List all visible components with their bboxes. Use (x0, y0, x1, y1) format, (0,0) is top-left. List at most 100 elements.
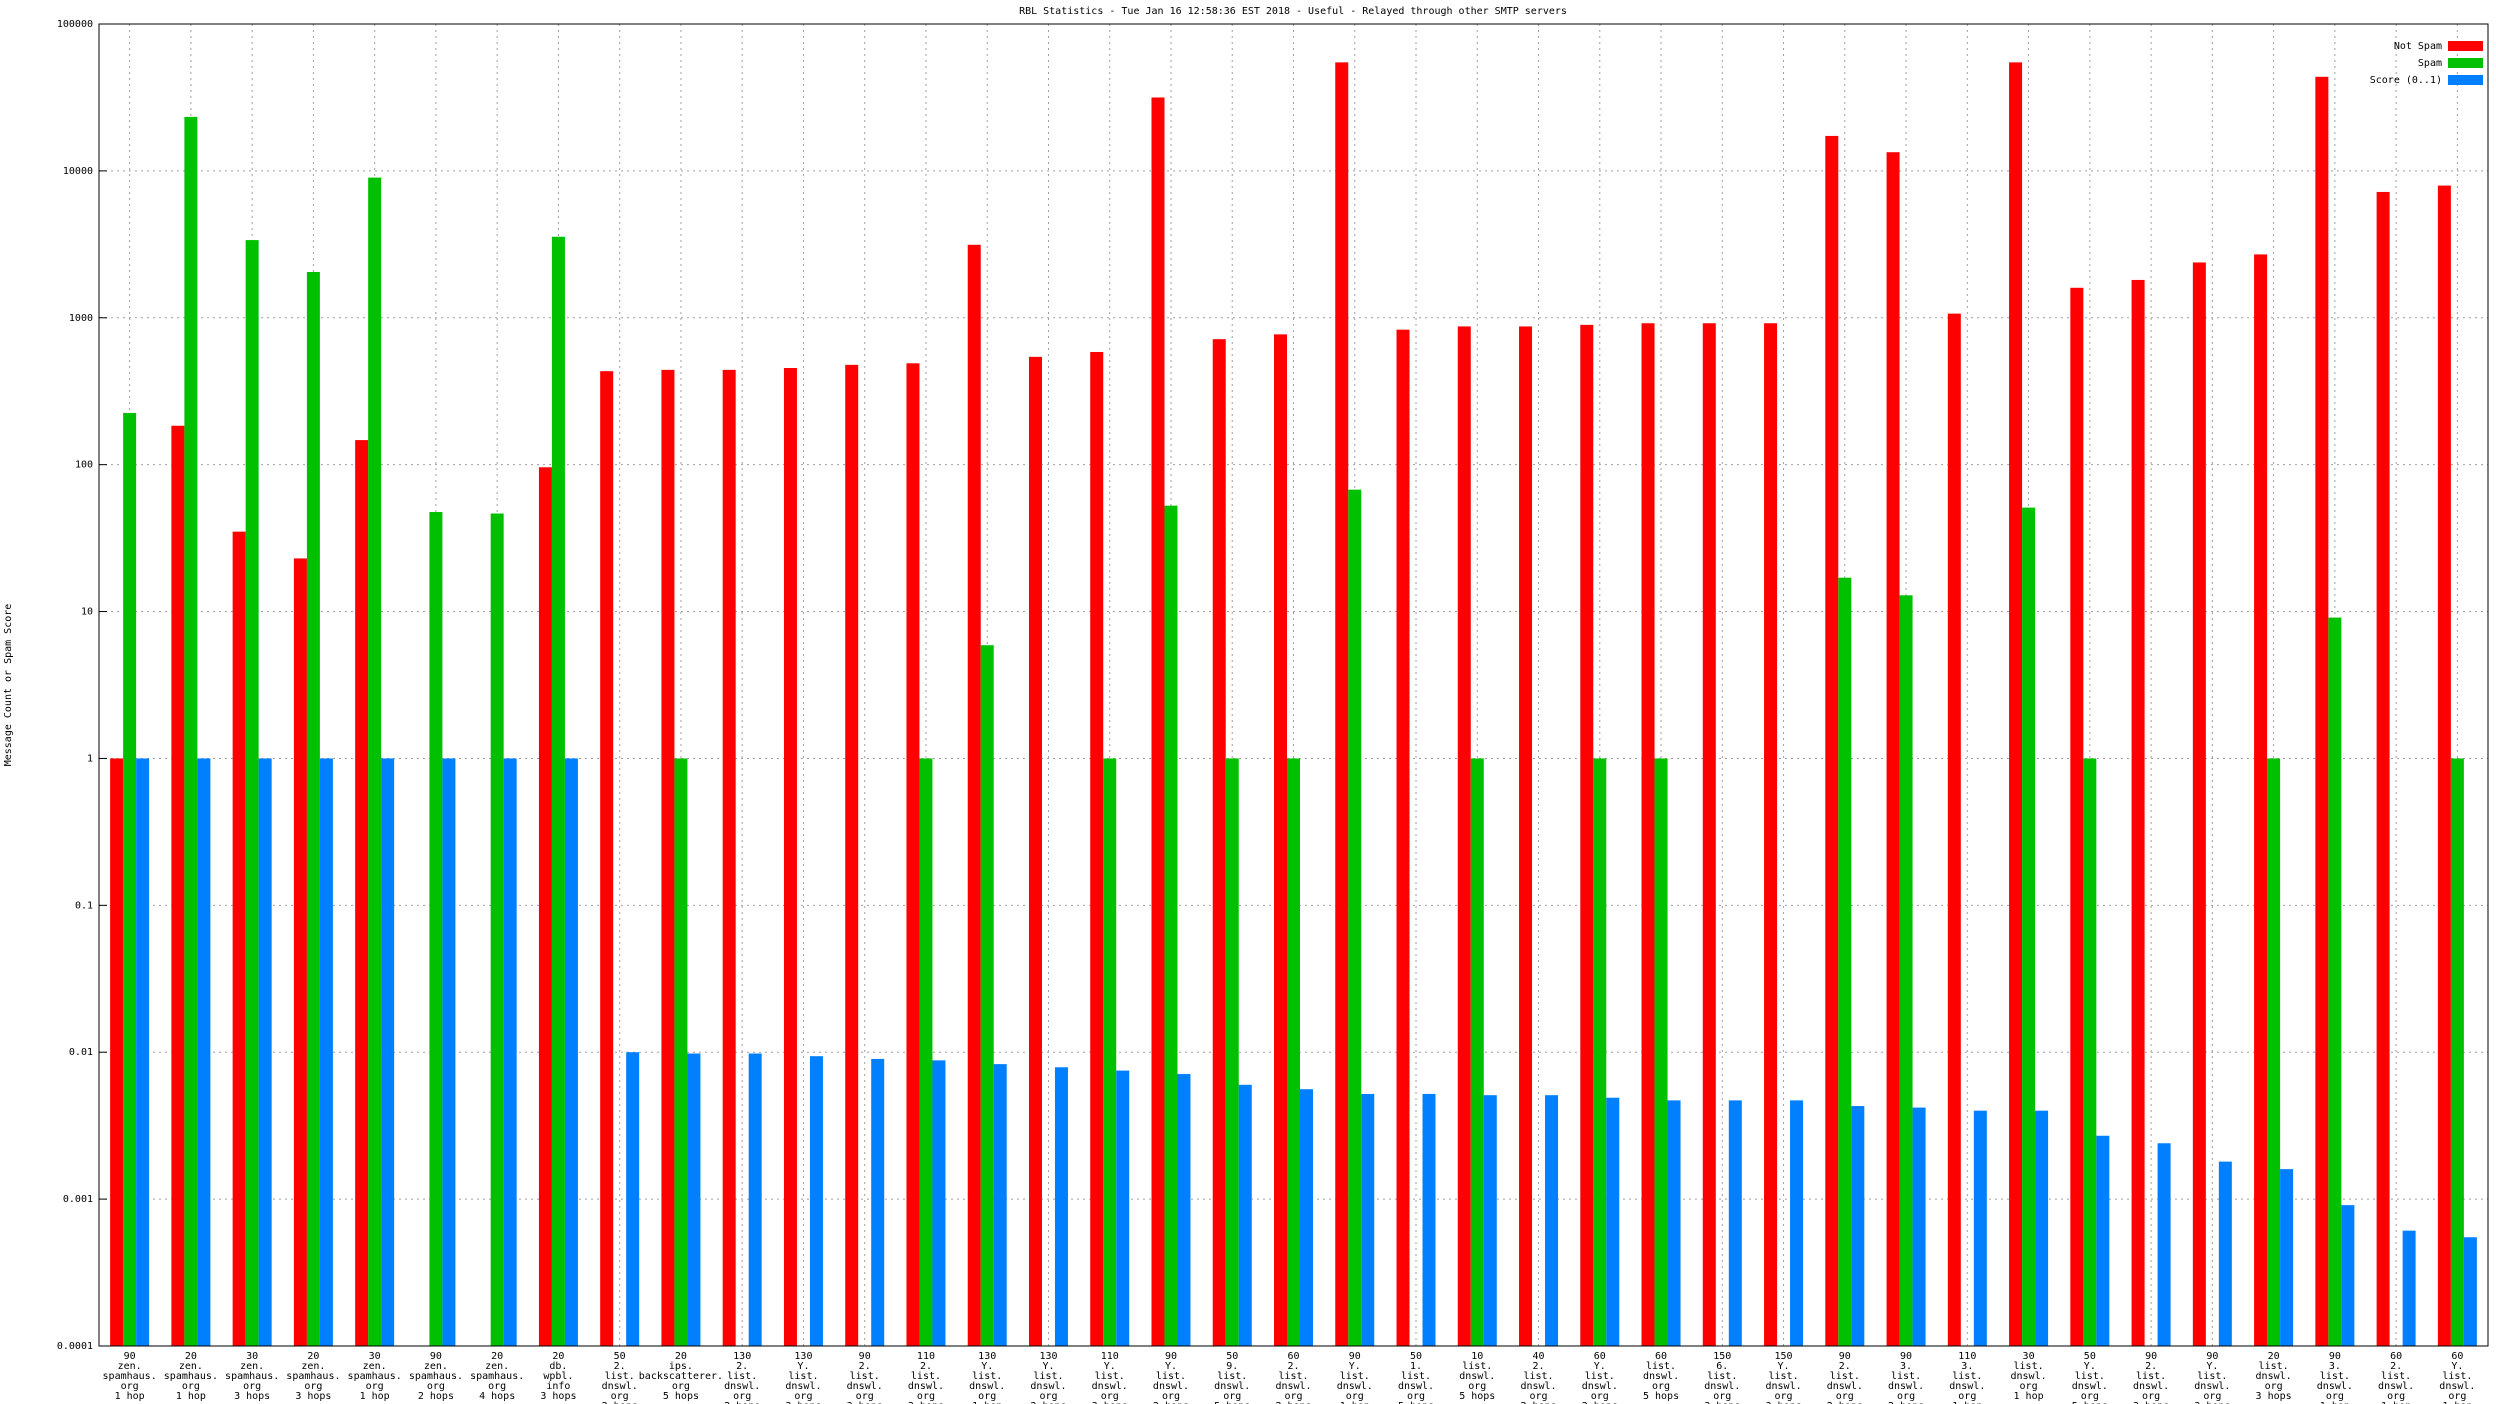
legend-swatch (2448, 58, 2483, 68)
bar (1028, 356, 1042, 1346)
x-tick-label-line: dnswl. (969, 1381, 1005, 1392)
x-tick-label-line: 2 hops (1582, 1401, 1618, 1404)
bar (906, 363, 920, 1346)
x-tick-label-line: 30 (246, 1351, 258, 1362)
bar (687, 1053, 701, 1346)
bar (1641, 323, 1655, 1346)
x-tick-label-line: 2. (736, 1361, 748, 1372)
bar (2070, 287, 2084, 1347)
x-tick-label-line: spamhaus. (348, 1371, 402, 1382)
x-tick-label-line: 90 (1839, 1351, 1851, 1362)
bar (1054, 1067, 1068, 1346)
x-tick-label-line: list. (2197, 1371, 2227, 1382)
x-tick-label-line: 5 hops (1643, 1391, 1679, 1402)
x-tick-label-line: list. (1033, 1371, 1063, 1382)
x-tick-label-line: list. (788, 1371, 818, 1382)
x-tick-label-line: list. (2259, 1361, 2289, 1372)
x-tick-label-line: dnswl. (1827, 1381, 1863, 1392)
x-tick-label-line: list. (2381, 1371, 2411, 1382)
bar (2341, 1205, 2355, 1346)
bar (2463, 1237, 2477, 1346)
bar (980, 645, 994, 1346)
x-tick-label-line: 1 hop (115, 1391, 145, 1402)
y-tick-label: 100000 (57, 19, 93, 30)
bar (626, 1052, 640, 1346)
bar (993, 1064, 1007, 1346)
x-tick-label-line: 20 (675, 1351, 687, 1362)
bar (2131, 279, 2145, 1346)
bar (1606, 1097, 1620, 1346)
x-tick-label-line: spamhaus. (470, 1371, 524, 1382)
x-tick-label-line: org (856, 1391, 874, 1402)
bar (1422, 1093, 1436, 1346)
bar (845, 364, 859, 1346)
legend-label: Spam (2418, 58, 2442, 69)
x-tick-label-line: org (978, 1391, 996, 1402)
x-tick-label-line: 2. (2145, 1361, 2157, 1372)
x-tick-label-line: list. (1830, 1371, 1860, 1382)
bar (722, 369, 736, 1346)
x-tick-label-line: list. (727, 1371, 757, 1382)
x-tick-label-line: 20 (185, 1351, 197, 1362)
x-tick-label-line: dnswl. (847, 1381, 883, 1392)
x-tick-label-line: org (794, 1391, 812, 1402)
x-tick-label-line: 2 hops (1030, 1401, 1066, 1404)
x-tick-label-line: list. (1340, 1371, 1370, 1382)
x-tick-label: 60 list. dnswl. org 5 hops (1643, 1351, 1679, 1402)
x-tick-label-line: 60 (1287, 1351, 1299, 1362)
legend-swatch (2448, 75, 2483, 85)
x-tick-label: 20 list. dnswl. org 3 hops (2256, 1351, 2292, 1402)
x-tick-label-line: 150 (1775, 1351, 1793, 1362)
bar (1300, 1089, 1313, 1346)
x-tick-label-line: 5 hops (663, 1391, 699, 1402)
x-tick-label-line: zen. (240, 1361, 264, 1372)
bar (1396, 329, 1410, 1346)
x-tick-label-line: list. (1768, 1371, 1798, 1382)
x-tick-label-line: dnswl. (2317, 1381, 2353, 1392)
bar (1457, 326, 1471, 1346)
x-tick-label-line: 2. (1839, 1361, 1851, 1372)
x-tick-label-line: dnswl. (1765, 1381, 1801, 1392)
x-tick-label-line: 4 hops (479, 1391, 515, 1402)
x-tick-label-line: 50 (1410, 1351, 1422, 1362)
x-tick-label-line: 20 (491, 1351, 503, 1362)
x-tick-label-line: 3 hops (1704, 1401, 1740, 1404)
bar (1580, 324, 1594, 1346)
x-tick-label-line: 2 hops (1153, 1401, 1189, 1404)
x-tick-label-line: 90 (1900, 1351, 1912, 1362)
x-tick-label-line: org (488, 1381, 506, 1392)
x-tick-label-line: org (1284, 1391, 1302, 1402)
plot-frame (98, 23, 2489, 1347)
bar (2009, 62, 2023, 1346)
bar (1348, 489, 1362, 1346)
x-tick-label-line: dnswl. (1214, 1381, 1250, 1392)
bar (1361, 1093, 1375, 1346)
x-tick-label-line: org (2081, 1391, 2099, 1402)
x-tick-label-line: list. (1891, 1371, 1921, 1382)
x-tick-label-line: list. (1952, 1371, 1982, 1382)
bar (381, 758, 395, 1346)
y-tick-label: 0.1 (75, 900, 93, 911)
x-tick-label-line: org (304, 1381, 322, 1392)
bar (1593, 758, 1607, 1346)
bar (1238, 1084, 1252, 1346)
y-tick-label: 0.001 (63, 1194, 93, 1205)
bar (171, 425, 185, 1346)
bar (245, 240, 259, 1346)
bar (1899, 595, 1913, 1346)
x-tick-label-line: 90 (124, 1351, 136, 1362)
x-tick-label-line: 5 hops (2072, 1401, 2108, 1404)
bar (1287, 758, 1300, 1346)
bar (2035, 1110, 2049, 1346)
y-tick-label: 1 (87, 753, 93, 764)
bar (368, 177, 382, 1347)
bar (306, 271, 320, 1346)
x-tick-label-line: 1 hop (1340, 1401, 1370, 1404)
x-tick-label-line: org (733, 1391, 751, 1402)
x-tick-label-line: spamhaus. (286, 1371, 340, 1382)
